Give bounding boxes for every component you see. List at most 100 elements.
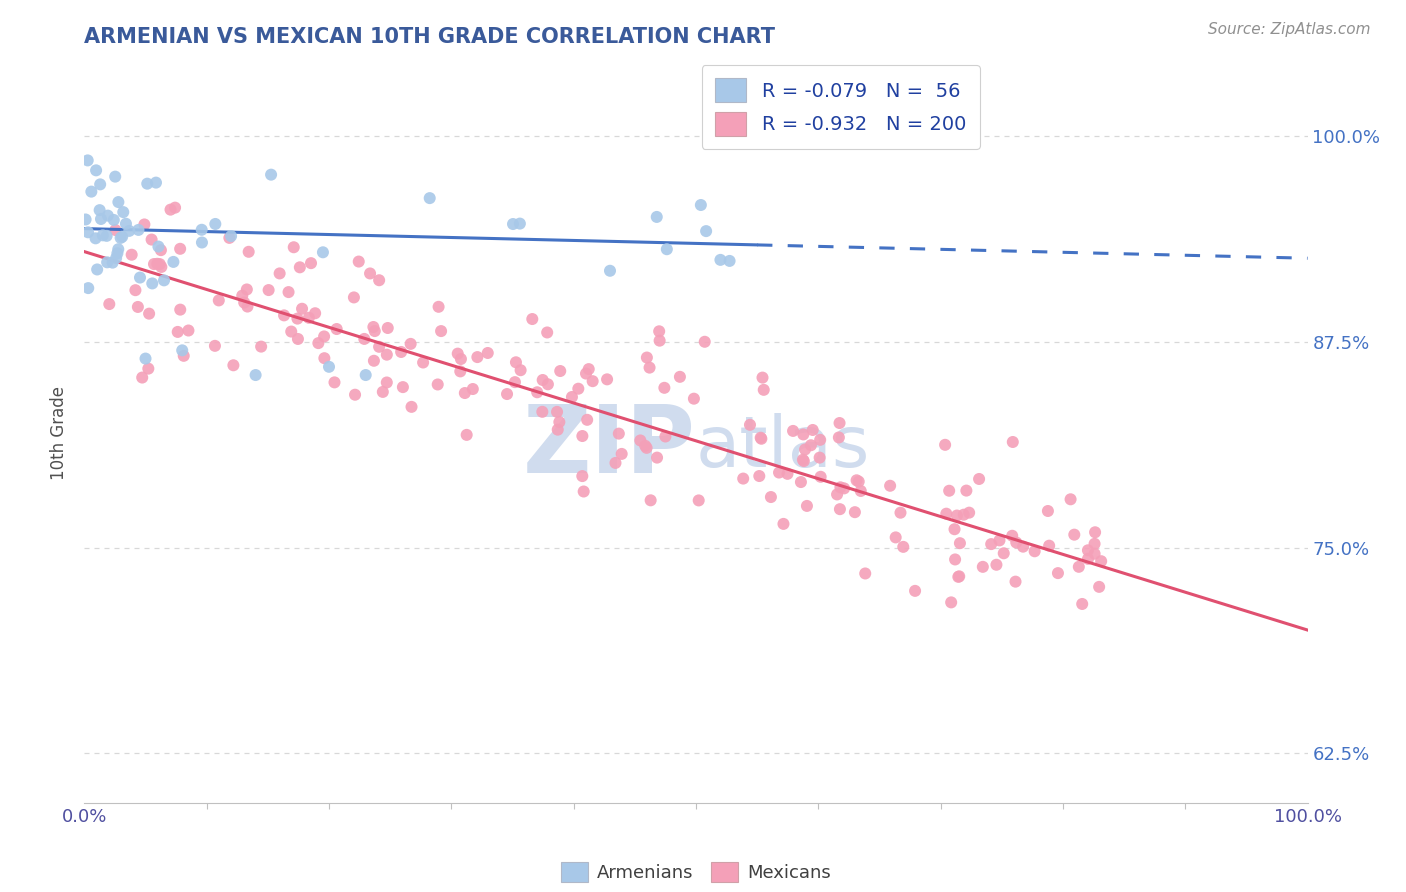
Point [177,324,200,338]
Point [456,428,478,442]
Point [399,337,422,351]
Point [149,243,172,257]
Point [363,320,385,334]
Point [427,300,450,314]
Point [948,569,970,583]
Point [808,450,831,465]
Point [368,340,391,354]
Point [150,260,173,274]
Point [287,332,309,346]
Point [105,246,128,260]
Point [454,386,477,401]
Point [828,502,851,516]
Point [891,540,914,554]
Point [236,300,259,314]
Point [377,321,399,335]
Point [943,552,966,566]
Point [115,217,138,231]
Point [269,267,291,281]
Point [353,332,375,346]
Point [801,423,824,437]
Point [509,217,531,231]
Point [808,433,831,447]
Point [450,351,472,366]
Point [165,201,187,215]
Point [693,334,716,349]
Point [162,255,184,269]
Point [97,209,120,223]
Point [636,441,658,455]
Point [828,416,851,430]
Point [1005,535,1028,549]
Point [312,245,335,260]
Point [288,260,311,275]
Point [325,322,347,336]
Point [853,566,876,581]
Point [80,185,103,199]
Point [948,570,970,584]
Point [169,302,191,317]
Point [136,177,159,191]
Point [546,405,568,419]
Point [825,487,848,501]
Point [277,285,299,299]
Point [782,424,804,438]
Point [368,273,391,287]
Point [91,228,114,243]
Point [751,370,773,384]
Point [250,340,273,354]
Point [548,364,571,378]
Point [849,483,872,498]
Point [751,432,773,446]
Point [946,508,969,523]
Point [503,375,526,389]
Point [548,415,571,429]
Point [245,368,267,382]
Point [138,361,160,376]
Point [111,229,134,244]
Point [810,470,832,484]
Point [610,447,633,461]
Point [638,360,661,375]
Point [222,358,245,372]
Point [127,223,149,237]
Point [127,300,149,314]
Point [986,558,1008,572]
Point [314,329,336,343]
Point [645,210,668,224]
Point [173,349,195,363]
Point [776,467,799,481]
Point [359,267,381,281]
Point [1012,540,1035,554]
Point [401,400,423,414]
Point [988,533,1011,548]
Point [654,381,676,395]
Point [364,324,387,338]
Point [571,429,593,443]
Point [1084,525,1107,540]
Point [412,355,434,369]
Point [449,364,471,378]
Point [121,248,143,262]
Point [190,223,212,237]
Point [648,334,671,348]
Point [291,301,314,316]
Point [772,516,794,531]
Point [204,339,226,353]
Point [149,257,172,271]
Point [576,413,599,427]
Point [104,169,127,184]
Point [135,351,157,366]
Point [683,392,706,406]
Point [138,307,160,321]
Point [582,374,605,388]
Point [794,442,817,457]
Point [752,383,775,397]
Point [145,176,167,190]
Point [502,217,524,231]
Point [84,163,107,178]
Point [796,499,818,513]
Point [84,231,107,245]
Point [793,454,815,468]
Point [191,235,214,250]
